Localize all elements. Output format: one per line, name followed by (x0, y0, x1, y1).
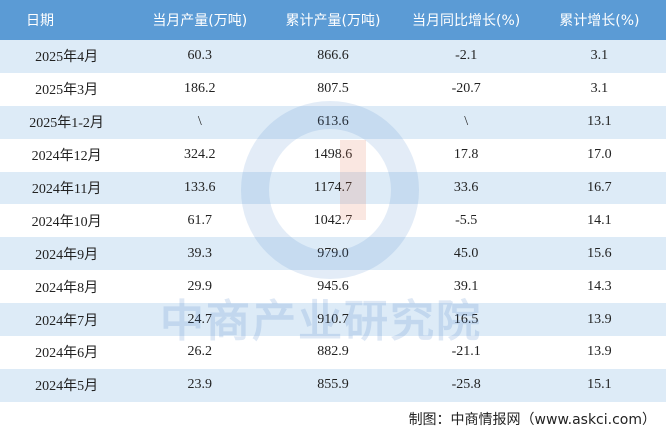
table-cell: 60.3 (133, 40, 267, 73)
table-cell: 2024年10月 (0, 204, 134, 238)
table-cell: 16.7 (532, 171, 666, 205)
table-cell: 29.9 (133, 270, 267, 304)
table-cell: 13.9 (532, 303, 666, 337)
table-cell: 45.0 (399, 237, 533, 271)
table-cell: 13.1 (532, 105, 666, 139)
table-cell: 17.8 (399, 138, 533, 172)
table-cell: 866.6 (266, 40, 400, 73)
table-cell: 2024年8月 (0, 270, 134, 304)
table-cell: 1498.6 (266, 138, 400, 172)
table-cell: 2024年5月 (0, 368, 134, 402)
table-cell: 16.5 (399, 303, 533, 337)
table-cell: 945.6 (266, 270, 400, 304)
table-cell: 15.1 (532, 368, 666, 402)
table-row: 2024年9月 39.3 979.0 45.0 15.6 (0, 237, 666, 271)
table-cell: 2024年11月 (0, 171, 134, 205)
table-cell: 807.5 (266, 72, 400, 106)
table-cell: 33.6 (399, 171, 533, 205)
table-cell: 14.3 (532, 270, 666, 304)
table-row: 2024年5月 23.9 855.9 -25.8 15.1 (0, 368, 666, 402)
column-header: 当月同比增长(%) (399, 0, 533, 40)
table-cell: 24.7 (133, 303, 267, 337)
table-cell: 2024年12月 (0, 138, 134, 172)
table-row: 2024年8月 29.9 945.6 39.1 14.3 (0, 270, 666, 304)
table-cell: 13.9 (532, 336, 666, 369)
table-cell: 23.9 (133, 368, 267, 402)
table-row: 2025年1-2月 \ 613.6 \ 13.1 (0, 105, 666, 139)
table-cell: -20.7 (399, 72, 533, 106)
table-cell: 2025年3月 (0, 72, 134, 106)
table-cell: -21.1 (399, 336, 533, 369)
table-cell: \ (399, 105, 533, 139)
table-cell: 3.1 (532, 40, 666, 73)
watermark-logo (241, 101, 419, 279)
table-cell: 2025年4月 (0, 40, 134, 73)
table-row: 2024年10月 61.7 1042.7 -5.5 14.1 (0, 204, 666, 238)
table-header: 日期 当月产量(万吨) 累计产量(万吨) 当月同比增长(%) 累计增长(%) (0, 0, 666, 40)
table-cell: 979.0 (266, 237, 400, 271)
table-cell: -25.8 (399, 368, 533, 402)
table-cell: 14.1 (532, 204, 666, 238)
table-cell: 910.7 (266, 303, 400, 337)
table-row: 2025年4月 60.3 866.6 -2.1 3.1 (0, 40, 666, 73)
data-table: 日期 当月产量(万吨) 累计产量(万吨) 当月同比增长(%) 累计增长(%) 2025年… (0, 0, 666, 402)
table-cell: 3.1 (532, 72, 666, 106)
column-header: 日期 (0, 0, 134, 40)
table-cell: 613.6 (266, 105, 400, 139)
table-cell: 2025年1-2月 (0, 105, 134, 139)
header-row: 日期 当月产量(万吨) 累计产量(万吨) 当月同比增长(%) 累计增长(%) (0, 0, 666, 40)
table-cell: 61.7 (133, 204, 267, 238)
table-cell: \ (133, 105, 267, 139)
watermark-text: 中商产业研究院 (160, 296, 482, 347)
table-cell: 133.6 (133, 171, 267, 205)
table-body: 2025年4月 60.3 866.6 -2.1 3.1 2025年3月 186.2 807.5… (0, 40, 666, 402)
table-cell: -2.1 (399, 40, 533, 73)
table-cell: 882.9 (266, 336, 400, 369)
table-cell: 855.9 (266, 368, 400, 402)
table-cell: 39.1 (399, 270, 533, 304)
table-cell: 1042.7 (266, 204, 400, 238)
table-cell: 186.2 (133, 72, 267, 106)
column-header: 累计增长(%) (532, 0, 666, 40)
table-cell: 39.3 (133, 237, 267, 271)
table-cell: 2024年9月 (0, 237, 134, 271)
table-row: 2024年6月 26.2 882.9 -21.1 13.9 (0, 336, 666, 369)
table-cell: 2024年7月 (0, 303, 134, 337)
table-cell: 1174.7 (266, 171, 400, 205)
table-cell: 26.2 (133, 336, 267, 369)
table-cell: -5.5 (399, 204, 533, 238)
table-cell: 15.6 (532, 237, 666, 271)
source-note: 制图：中商情报网（www.askci.com） (408, 412, 656, 428)
table-cell: 2024年6月 (0, 336, 134, 369)
table-cell: 324.2 (133, 138, 267, 172)
table-row: 2024年11月 133.6 1174.7 33.6 16.7 (0, 171, 666, 205)
table-row: 2024年7月 24.7 910.7 16.5 13.9 (0, 303, 666, 337)
column-header: 累计产量(万吨) (266, 0, 400, 40)
table-cell: 17.0 (532, 138, 666, 172)
table-row: 2024年12月 324.2 1498.6 17.8 17.0 (0, 138, 666, 172)
table-row: 2025年3月 186.2 807.5 -20.7 3.1 (0, 72, 666, 106)
column-header: 当月产量(万吨) (133, 0, 267, 40)
